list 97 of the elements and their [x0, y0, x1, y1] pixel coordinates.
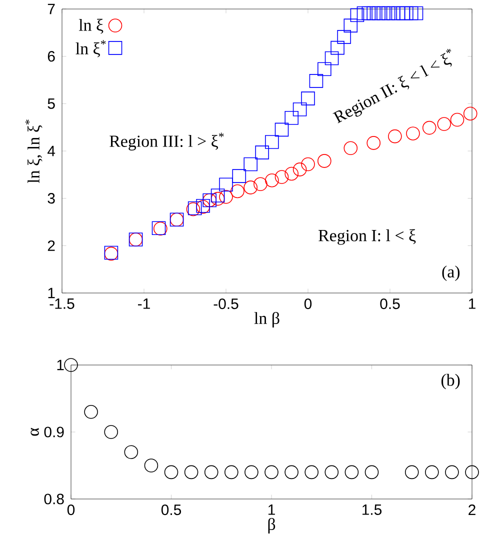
point	[330, 40, 344, 55]
point	[301, 157, 315, 172]
point	[255, 146, 269, 160]
point	[344, 141, 358, 156]
y-tick-label: 7	[48, 4, 55, 14]
point	[437, 117, 452, 131]
point	[244, 465, 258, 480]
y-tick-label: 0.9	[44, 426, 64, 438]
point	[366, 6, 381, 20]
point	[324, 465, 339, 480]
annotation: Region I: l < ξ	[318, 229, 416, 245]
point	[304, 465, 318, 480]
point	[445, 465, 459, 480]
point	[356, 6, 371, 20]
point	[362, 6, 376, 20]
annotation: (a)	[442, 266, 460, 281]
point	[210, 192, 225, 206]
point	[224, 465, 238, 480]
y-tick-label: 0.8	[44, 494, 64, 504]
point	[124, 445, 138, 459]
x-tick-label: -1.5	[50, 298, 74, 309]
point	[64, 358, 78, 372]
point	[184, 465, 198, 480]
point	[164, 465, 178, 480]
point	[144, 458, 158, 472]
legend-label: ln ξ	[78, 18, 104, 34]
point	[264, 465, 278, 480]
x-tick-label: 1	[268, 504, 275, 515]
y-axis-title: α	[30, 428, 39, 436]
point	[404, 465, 419, 480]
point	[292, 162, 307, 176]
point	[366, 136, 381, 150]
x-tick-label: 0.5	[161, 504, 182, 516]
point	[404, 6, 418, 20]
point	[265, 173, 279, 188]
point	[284, 166, 298, 181]
y-tick-label: 5	[48, 98, 55, 109]
point	[230, 184, 244, 198]
point	[422, 120, 436, 135]
point	[350, 8, 364, 22]
y-tick-label: 1	[48, 288, 55, 298]
point	[344, 465, 359, 480]
point	[318, 62, 332, 76]
point	[324, 51, 339, 66]
point	[84, 405, 98, 419]
y-tick-label: 6	[48, 51, 55, 62]
point	[425, 465, 439, 480]
y-tick-label: 4	[48, 146, 56, 156]
x-tick-label: -0.5	[214, 298, 238, 310]
x-tick-label: 0.5	[380, 298, 400, 310]
point	[254, 177, 268, 192]
point	[265, 135, 279, 149]
y-axis-title: ln ξ, ln ξ$^{*}$	[25, 120, 42, 184]
point	[388, 129, 402, 144]
x-tick-label: -1	[138, 298, 150, 309]
point	[376, 6, 390, 20]
point	[450, 112, 464, 127]
point	[204, 465, 218, 480]
y-tick-label: 1	[57, 360, 64, 370]
point	[219, 178, 233, 192]
point	[210, 188, 225, 202]
x-axis-title: β	[268, 518, 276, 534]
point	[292, 102, 307, 116]
point	[372, 6, 386, 20]
point	[344, 18, 358, 32]
legend-label: ln ξ$^{*}$	[76, 40, 106, 58]
x-tick-label: 2	[468, 504, 476, 515]
x-axis-title: ln β	[254, 312, 280, 328]
point	[463, 106, 478, 121]
point	[232, 169, 246, 183]
y-tick-label: 3	[48, 193, 55, 204]
x-tick-label: 0	[67, 504, 75, 516]
point	[219, 190, 233, 204]
y-tick-label: 2	[48, 240, 55, 251]
x-tick-label: 1.5	[362, 504, 382, 515]
annotation: (b)	[441, 374, 460, 390]
x-tick-label: 0	[304, 298, 312, 310]
annotation: Region III: l > ξ$^{*}$	[110, 132, 224, 150]
point	[274, 122, 289, 137]
point	[301, 92, 315, 106]
point	[284, 465, 298, 480]
point	[364, 465, 379, 480]
point	[104, 425, 118, 439]
point	[337, 30, 351, 44]
point	[318, 154, 332, 168]
point	[244, 180, 258, 194]
point	[406, 126, 420, 140]
point	[309, 74, 324, 88]
point	[274, 170, 289, 184]
point	[381, 6, 396, 20]
point	[409, 6, 424, 20]
x-tick-label: 1	[468, 298, 476, 309]
point	[284, 110, 298, 125]
point	[396, 6, 410, 20]
point	[400, 6, 414, 20]
point	[244, 157, 258, 172]
point	[465, 465, 479, 480]
